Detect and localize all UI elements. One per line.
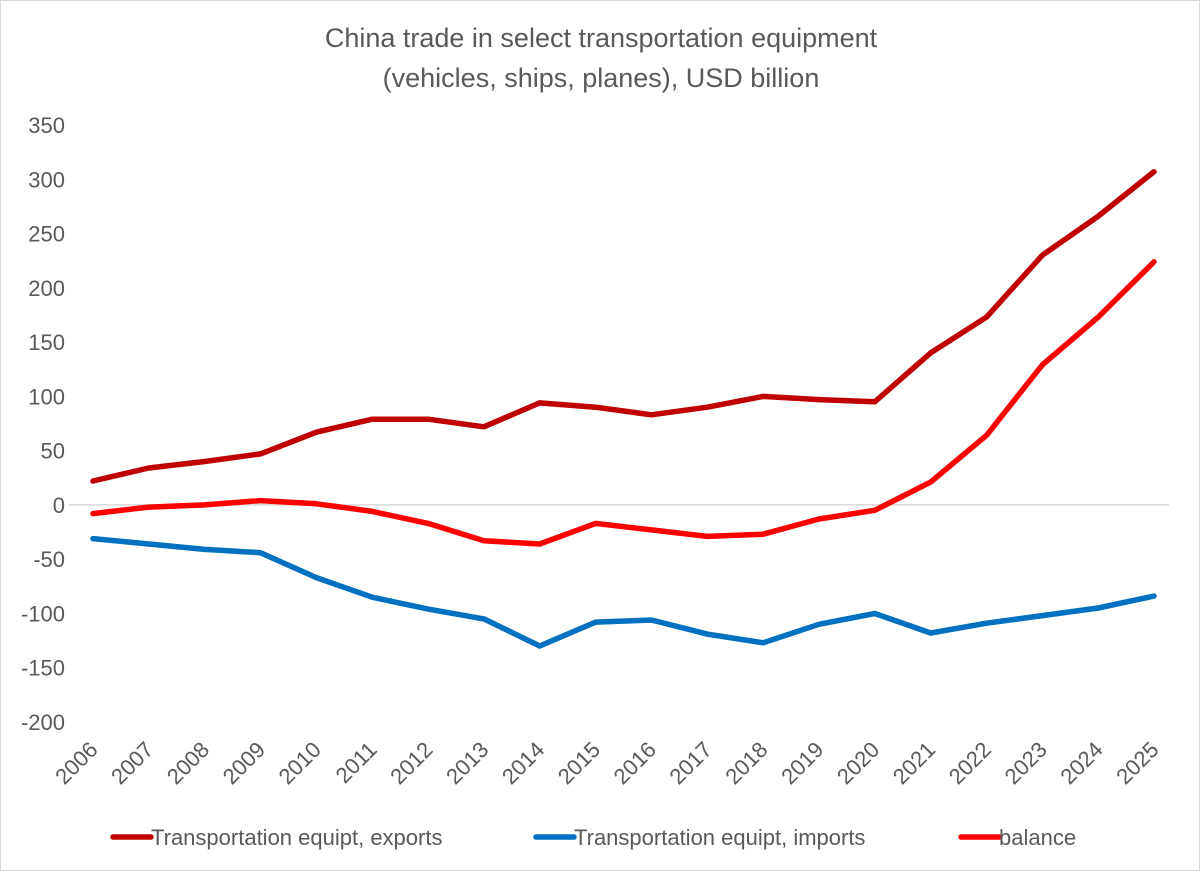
chart-subtitle: (vehicles, ships, planes), USD billion [383,63,820,93]
x-tick-label: 2014 [497,737,549,789]
x-tick-label: 2016 [609,737,661,789]
x-tick-label: 2018 [720,737,772,789]
y-tick-label: -50 [33,547,65,572]
y-tick-label: 300 [28,167,65,192]
x-tick-label: 2017 [665,737,717,789]
series-group [90,168,1157,649]
x-tick-label: 2023 [1000,737,1052,789]
x-tick-label: 2021 [888,737,940,789]
y-tick-label: 350 [28,113,65,138]
series-line-1 [90,168,1157,484]
y-axis: -200 -150 -100 -50 0 50 100 150 200 250 300 350 [21,113,65,735]
x-tick-label: 2012 [385,737,437,789]
chart-title: China trade in select transportation equ… [325,23,878,53]
x-tick-label: 2009 [218,737,270,789]
x-tick-label: 2025 [1111,737,1163,789]
y-tick-label: 0 [53,493,65,518]
legend-label-3: balance [999,825,1076,850]
y-tick-label: -200 [21,710,65,735]
x-tick-label: 2011 [331,737,382,788]
x-tick-label: 2013 [441,737,493,789]
series-line-3 [90,259,1157,547]
y-tick-label: 50 [41,439,65,464]
x-axis: 2006 2007 2008 2009 2010 2011 2012 2013 2014 2015… [50,737,1163,789]
y-tick-label: 100 [28,384,65,409]
y-tick-label: 150 [28,330,65,355]
legend-label-2: Transportation equipt, imports [574,825,865,850]
x-tick-label: 2019 [776,737,828,789]
x-tick-label: 2022 [944,737,996,789]
y-tick-label: 200 [28,276,65,301]
x-tick-label: 2015 [553,737,605,789]
x-tick-label: 2020 [832,737,884,789]
x-tick-label: 2007 [106,737,158,789]
x-tick-label: 2006 [50,737,102,789]
series-line-2 [90,535,1157,649]
legend: Transportation equipt, exports Transporta… [110,825,1076,850]
y-tick-label: -100 [21,601,65,626]
x-tick-label: 2024 [1055,737,1107,789]
x-tick-label: 2008 [162,737,214,789]
y-tick-label: 250 [28,222,65,247]
x-tick-label: 2010 [274,737,326,789]
legend-label-1: Transportation equipt, exports [151,825,442,850]
y-tick-label: -150 [21,656,65,681]
